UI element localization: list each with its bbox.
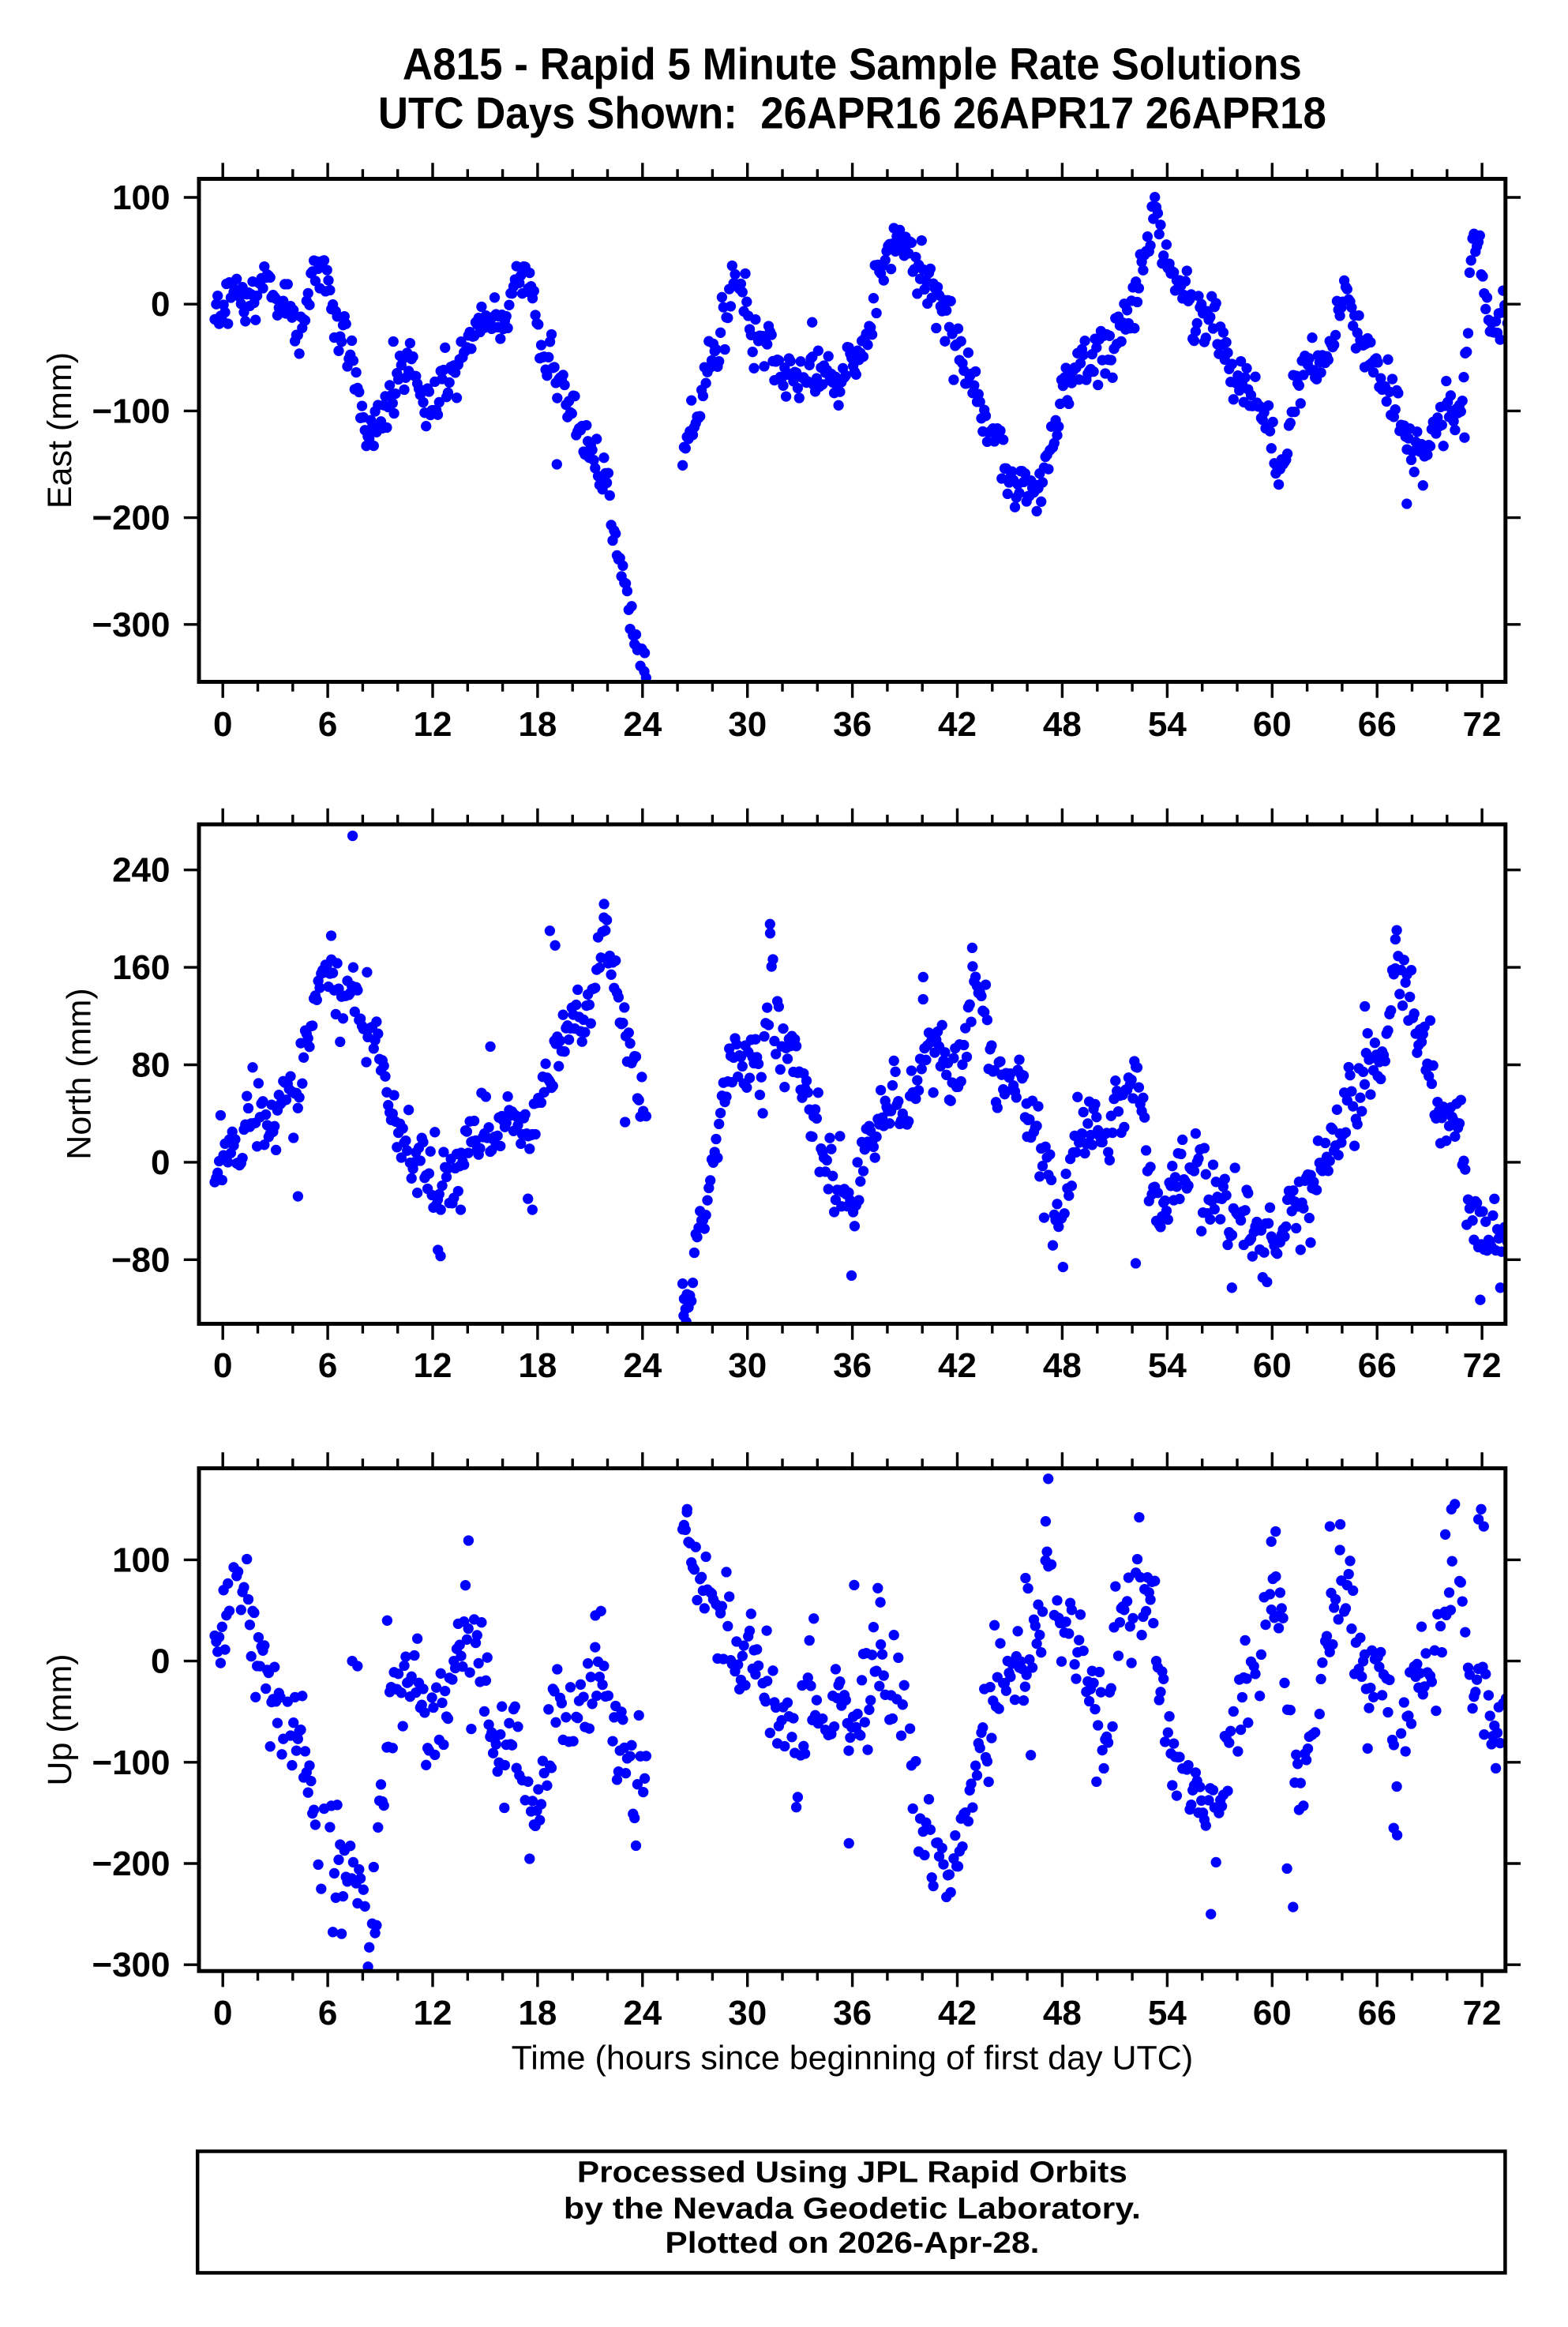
svg-text:160: 160 — [112, 948, 170, 987]
svg-text:80: 80 — [132, 1046, 171, 1085]
svg-text:24: 24 — [623, 1994, 662, 2032]
svg-text:18: 18 — [518, 705, 557, 744]
svg-text:−100: −100 — [92, 1743, 170, 1782]
svg-text:100: 100 — [112, 178, 170, 217]
svg-text:0: 0 — [213, 705, 232, 744]
svg-text:42: 42 — [938, 1346, 977, 1385]
svg-text:30: 30 — [728, 1994, 767, 2032]
svg-text:UTC Days Shown: 26APR16 26APR: UTC Days Shown: 26APR16 26APR17 26APR18 — [378, 88, 1326, 139]
svg-text:18: 18 — [518, 1994, 557, 2032]
svg-text:54: 54 — [1148, 1346, 1187, 1385]
svg-text:−200: −200 — [92, 499, 170, 538]
svg-text:−200: −200 — [92, 1845, 170, 1883]
svg-text:0: 0 — [151, 1642, 170, 1681]
svg-text:72: 72 — [1463, 1346, 1502, 1385]
svg-text:6: 6 — [318, 1994, 337, 2032]
svg-text:by the Nevada Geodetic Laborat: by the Nevada Geodetic Laboratory. — [564, 2193, 1141, 2226]
svg-text:48: 48 — [1043, 705, 1082, 744]
svg-text:54: 54 — [1148, 705, 1187, 744]
svg-text:48: 48 — [1043, 1346, 1082, 1385]
svg-text:−300: −300 — [92, 1946, 170, 1984]
svg-text:60: 60 — [1253, 705, 1292, 744]
svg-text:36: 36 — [833, 705, 872, 744]
svg-text:60: 60 — [1253, 1994, 1292, 2032]
svg-text:6: 6 — [318, 1346, 337, 1385]
svg-text:54: 54 — [1148, 1994, 1187, 2032]
svg-text:Processed Using JPL Rapid Orbi: Processed Using JPL Rapid Orbits — [577, 2156, 1127, 2190]
svg-text:Up (mm): Up (mm) — [41, 1653, 79, 1785]
svg-text:−80: −80 — [111, 1240, 171, 1279]
svg-text:6: 6 — [318, 705, 337, 744]
svg-text:−300: −300 — [92, 606, 170, 644]
svg-text:66: 66 — [1358, 705, 1397, 744]
svg-text:36: 36 — [833, 1994, 872, 2032]
svg-text:12: 12 — [414, 1994, 452, 2032]
svg-text:36: 36 — [833, 1346, 872, 1385]
svg-text:A815 - Rapid 5 Minute Sample R: A815 - Rapid 5 Minute Sample Rate Soluti… — [403, 39, 1302, 90]
svg-text:0: 0 — [151, 1143, 170, 1182]
svg-text:North (mm): North (mm) — [61, 988, 99, 1159]
svg-text:0: 0 — [213, 1346, 232, 1385]
svg-text:30: 30 — [728, 1346, 767, 1385]
svg-text:0: 0 — [151, 285, 170, 324]
svg-text:100: 100 — [112, 1541, 170, 1579]
svg-text:12: 12 — [414, 705, 452, 744]
svg-text:66: 66 — [1358, 1346, 1397, 1385]
svg-text:72: 72 — [1463, 1994, 1502, 2032]
svg-text:240: 240 — [112, 851, 170, 890]
svg-text:Plotted on 2026-Apr-28.: Plotted on 2026-Apr-28. — [665, 2227, 1039, 2260]
svg-text:30: 30 — [728, 705, 767, 744]
svg-text:72: 72 — [1463, 705, 1502, 744]
svg-text:East (mm): East (mm) — [41, 352, 79, 509]
svg-text:42: 42 — [938, 1994, 977, 2032]
svg-text:24: 24 — [623, 1346, 662, 1385]
svg-text:24: 24 — [623, 705, 662, 744]
svg-text:66: 66 — [1358, 1994, 1397, 2032]
svg-text:0: 0 — [213, 1994, 232, 2032]
svg-text:18: 18 — [518, 1346, 557, 1385]
svg-text:Time (hours since beginning of: Time (hours since beginning of first day… — [512, 2040, 1194, 2077]
svg-text:−100: −100 — [92, 392, 170, 430]
svg-text:12: 12 — [414, 1346, 452, 1385]
svg-text:42: 42 — [938, 705, 977, 744]
svg-text:60: 60 — [1253, 1346, 1292, 1385]
svg-text:48: 48 — [1043, 1994, 1082, 2032]
